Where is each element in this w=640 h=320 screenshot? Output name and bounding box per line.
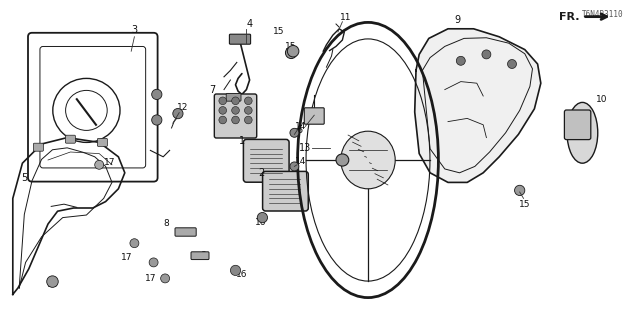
Circle shape [285,47,297,59]
Circle shape [149,258,158,267]
Circle shape [219,116,227,124]
Circle shape [219,107,227,114]
Circle shape [161,274,170,283]
Text: 5: 5 [21,172,28,183]
Circle shape [47,276,58,287]
Circle shape [232,97,239,105]
FancyBboxPatch shape [65,135,76,143]
Circle shape [232,107,239,114]
Text: 14: 14 [295,157,307,166]
Circle shape [152,89,162,100]
Text: 6: 6 [296,124,303,135]
Text: 15: 15 [519,200,531,209]
Polygon shape [415,29,541,182]
Circle shape [244,97,252,105]
FancyBboxPatch shape [191,252,209,260]
FancyBboxPatch shape [229,34,251,44]
Circle shape [515,185,525,196]
Text: 13: 13 [298,143,311,153]
Text: 1: 1 [239,136,245,146]
Circle shape [232,116,239,124]
Text: 16: 16 [255,218,267,227]
Circle shape [257,212,268,223]
Circle shape [130,239,139,248]
Text: FR.: FR. [559,12,580,22]
Circle shape [230,265,241,276]
FancyBboxPatch shape [175,228,196,236]
Text: 16: 16 [47,280,58,289]
Text: 17: 17 [121,253,132,262]
Text: 11: 11 [340,13,351,22]
Circle shape [152,115,162,125]
Circle shape [456,56,465,65]
Text: 8: 8 [201,251,206,260]
Text: 14: 14 [295,122,307,131]
Circle shape [244,107,252,114]
FancyBboxPatch shape [226,93,241,101]
Text: 8: 8 [164,220,169,228]
Text: 12: 12 [177,103,188,112]
Ellipse shape [340,131,396,189]
FancyBboxPatch shape [97,138,108,147]
Circle shape [173,108,183,119]
FancyBboxPatch shape [262,172,308,211]
Circle shape [95,160,104,169]
Circle shape [290,128,299,137]
Ellipse shape [567,102,598,163]
Circle shape [508,60,516,68]
Ellipse shape [336,154,349,166]
Text: 17: 17 [104,158,116,167]
Text: 7: 7 [209,84,216,95]
Circle shape [482,50,491,59]
Text: 9: 9 [454,15,461,25]
Circle shape [290,162,299,171]
FancyBboxPatch shape [214,94,257,138]
Circle shape [244,116,252,124]
Circle shape [219,97,227,105]
FancyBboxPatch shape [304,108,324,124]
Text: 15: 15 [273,28,284,36]
Text: 15: 15 [285,42,297,51]
Text: 2: 2 [259,168,265,179]
FancyBboxPatch shape [33,143,44,151]
Text: 3: 3 [131,25,138,36]
Circle shape [287,45,299,57]
Text: 16: 16 [236,270,248,279]
Text: 4: 4 [246,19,253,29]
Text: T6N4B3110: T6N4B3110 [582,10,624,19]
FancyBboxPatch shape [564,110,591,140]
Text: 10: 10 [596,95,607,104]
Text: 17: 17 [145,274,156,283]
FancyBboxPatch shape [243,140,289,182]
